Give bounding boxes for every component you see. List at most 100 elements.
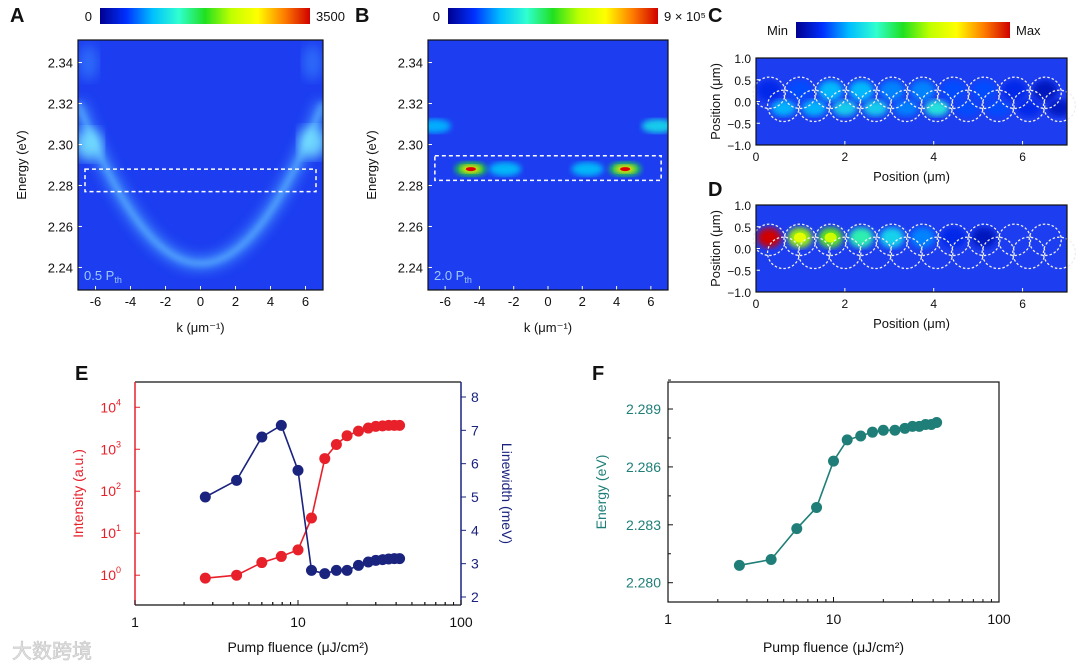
intensity-point xyxy=(256,557,268,569)
y-left-tick-exponent: 2 xyxy=(116,481,121,491)
colorbar-min-label: 0 xyxy=(85,9,92,24)
resonator-outline xyxy=(950,89,985,123)
energy-point xyxy=(931,417,943,429)
heatmap-B xyxy=(428,40,668,290)
resonator-outline xyxy=(813,76,848,110)
energy-point xyxy=(877,424,889,436)
resonator-outline xyxy=(920,89,954,123)
emission-peak-max xyxy=(620,167,631,172)
x-axis-label: Pump fluence (μJ/cm²) xyxy=(763,639,904,655)
y-left-tick-label: 101 xyxy=(100,523,121,541)
x-tick-label: 0 xyxy=(197,294,204,309)
resonator-outline xyxy=(752,223,786,257)
mode-spot xyxy=(1033,80,1058,101)
y-tick-label: 1.0 xyxy=(734,199,751,213)
mode-spot xyxy=(787,80,812,101)
y-tick-label: −1.0 xyxy=(727,286,751,300)
y-right-tick-label: 4 xyxy=(471,522,479,538)
watermark: 大数跨境 xyxy=(12,640,92,663)
y-tick-label: 1.0 xyxy=(734,52,751,66)
mode-spot-core xyxy=(824,232,837,243)
y-tick-label: 2.26 xyxy=(398,219,423,234)
intensity-point xyxy=(394,419,406,431)
x-tick-label: 0 xyxy=(544,294,551,309)
intensity-point xyxy=(330,438,342,450)
intensity-point xyxy=(319,453,331,465)
intensity-point xyxy=(341,430,353,442)
y-tick-label: 2.28 xyxy=(398,178,423,193)
resonator-outline xyxy=(997,76,1032,110)
x-tick-label: 100 xyxy=(449,614,473,630)
mode-spot xyxy=(941,227,966,248)
x-tick-label: -6 xyxy=(439,294,451,309)
y-left-tick-exponent: 0 xyxy=(116,565,121,575)
resonator-outline xyxy=(889,236,923,270)
x-axis-label: k (μm⁻¹) xyxy=(524,320,572,335)
y-tick-label: 2.28 xyxy=(48,178,73,193)
mode-spot xyxy=(757,80,782,101)
x-tick-label: 10 xyxy=(290,614,306,630)
y-left-tick-exponent: 1 xyxy=(116,523,121,533)
energy-point xyxy=(791,523,803,535)
heatmap-background xyxy=(78,40,323,290)
panel-label-E: E xyxy=(75,363,88,385)
panel-label-F: F xyxy=(592,363,604,385)
heatmap-D xyxy=(756,205,1067,292)
mode-spot-core xyxy=(763,232,776,243)
energy-point xyxy=(733,559,745,571)
mode-spot-core xyxy=(793,232,806,243)
colorbar xyxy=(796,22,1010,38)
y-tick-label: −0.5 xyxy=(727,264,751,278)
x-tick-label: 4 xyxy=(930,150,937,164)
x-tick-label: 2 xyxy=(842,150,849,164)
heatmap-background xyxy=(756,205,1067,292)
y-tick-label: 2.289 xyxy=(626,401,661,417)
y-right-tick-label: 5 xyxy=(471,489,479,505)
y-tick-label: 0.5 xyxy=(734,221,751,235)
y-right-axis-label: Linewidth (meV) xyxy=(499,443,515,544)
resonator-outline xyxy=(844,223,878,257)
y-axis-label: Energy (eV) xyxy=(593,455,609,530)
power-annotation: 0.5 Pth xyxy=(84,268,122,285)
emission-peak xyxy=(641,119,668,134)
resonator-outline xyxy=(766,89,801,123)
x-axis-label: Pump fluence (μJ/cm²) xyxy=(227,639,368,655)
resonator-outline xyxy=(783,76,817,110)
energy-point xyxy=(855,430,867,442)
resonator-outline xyxy=(1012,236,1046,270)
resonator-outline xyxy=(1012,89,1046,123)
resonator-outline xyxy=(858,89,893,123)
linewidth-point xyxy=(305,564,317,576)
x-tick-label: -2 xyxy=(508,294,520,309)
y-axis-label: Energy (eV) xyxy=(364,130,379,199)
emission-peak xyxy=(571,162,604,177)
y-left-tick-label: 104 xyxy=(100,397,121,415)
emission-peak xyxy=(428,119,451,134)
highlight-box xyxy=(84,168,317,193)
x-axis-label: Position (μm) xyxy=(873,169,950,184)
y-tick-label: 0.5 xyxy=(734,74,751,88)
mode-spot xyxy=(971,80,996,101)
plot-frame-A xyxy=(77,39,324,291)
x-axis-label: Position (μm) xyxy=(873,316,950,331)
linewidth-point xyxy=(394,553,406,565)
resonator-outline xyxy=(752,76,786,110)
x-tick-label: 4 xyxy=(267,294,274,309)
mode-spot xyxy=(1002,80,1027,101)
plot-frame-D xyxy=(755,204,1068,293)
y-left-tick-label: 102 xyxy=(100,481,121,499)
emission-peak xyxy=(489,162,522,177)
x-tick-label: -6 xyxy=(90,294,102,309)
intensity-point xyxy=(352,425,364,437)
mode-spot xyxy=(941,80,966,101)
y-tick-label: 2.30 xyxy=(398,138,423,153)
energy-point xyxy=(866,426,878,438)
y-tick-label: 2.24 xyxy=(48,260,73,275)
y-axis-label: Position (μm) xyxy=(708,210,723,287)
y-right-tick-label: 8 xyxy=(471,389,479,405)
x-tick-label: 2 xyxy=(232,294,239,309)
intensity-point xyxy=(292,544,304,556)
mode-spot xyxy=(849,80,874,101)
resonator-outline xyxy=(813,223,848,257)
x-tick-label: 6 xyxy=(302,294,309,309)
